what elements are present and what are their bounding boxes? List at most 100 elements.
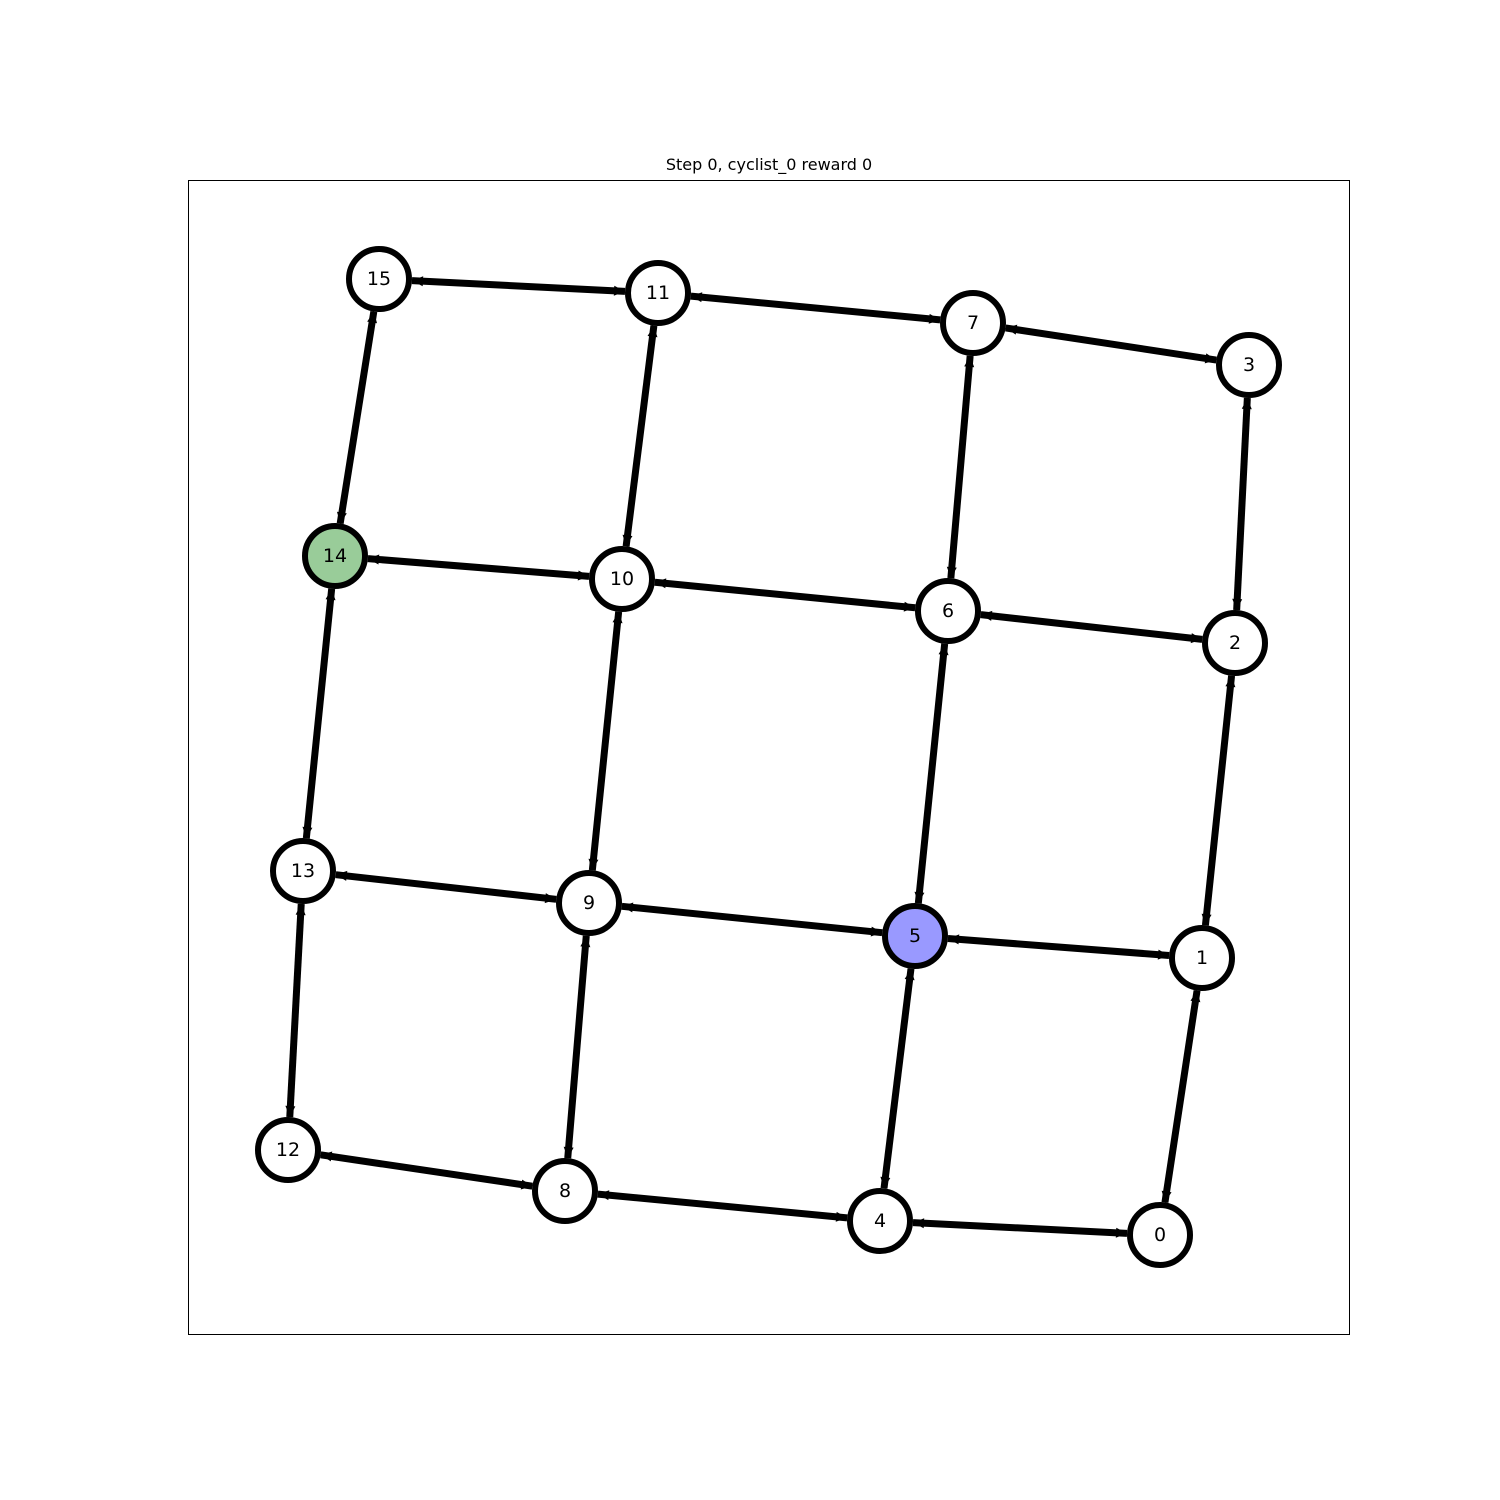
arrowhead-to-3: [1204, 353, 1217, 364]
arrowhead-to-15: [367, 311, 378, 324]
arrowhead-to-1: [1157, 949, 1170, 960]
arrowhead-to-12: [320, 1151, 333, 1162]
arrowhead-to-0: [1115, 1227, 1128, 1238]
edge-1-0: [1161, 990, 1201, 1203]
agent-node-5: 5: [882, 903, 948, 969]
node-label-3: 3: [1243, 354, 1255, 376]
edge-line-11-10: [622, 325, 658, 547]
edge-15-11: [411, 276, 626, 296]
arrowhead-to-11: [613, 285, 626, 296]
edge-line-9-8: [564, 935, 590, 1159]
node-12: 12: [255, 1117, 321, 1183]
arrowhead-to-4: [912, 1218, 925, 1229]
arrowhead-to-2: [1225, 675, 1236, 688]
edge-13-9: [335, 870, 557, 904]
arrowhead-to-6: [980, 610, 993, 621]
node-8: 8: [532, 1158, 598, 1224]
arrowhead-to-14: [325, 588, 336, 601]
node-2: 2: [1202, 610, 1268, 676]
node-circle-1: [1169, 925, 1235, 991]
node-3: 3: [1216, 332, 1282, 398]
edge-8-4: [597, 1190, 848, 1222]
edge-line-6-2: [980, 611, 1203, 643]
arrowhead-to-5: [947, 934, 960, 945]
edge-line-13-12: [286, 903, 305, 1118]
edge-6-2: [980, 610, 1203, 644]
plot-frame: [188, 180, 1350, 1335]
edge-line-10-6: [654, 578, 916, 612]
edges-layer: [285, 276, 1252, 1238]
edge-6-5: [914, 643, 949, 904]
edge-line-15-14: [336, 311, 378, 524]
node-label-15: 15: [367, 268, 391, 290]
node-label-0: 0: [1154, 1224, 1166, 1246]
arrowhead-to-9: [588, 858, 599, 871]
node-circle-9: [556, 870, 622, 936]
edge-line-10-9: [588, 611, 623, 871]
diagram-title: Step 0, cyclist_0 reward 0: [665, 155, 873, 174]
edge-5-4: [880, 968, 915, 1189]
node-6: 6: [915, 578, 981, 644]
arrowhead-to-10: [577, 570, 590, 581]
node-label-8: 8: [559, 1180, 571, 1202]
node-4: 4: [847, 1188, 913, 1254]
edge-10-9: [588, 611, 623, 871]
node-circle-0: [1127, 1202, 1193, 1268]
arrowhead-to-6: [938, 643, 949, 656]
arrowhead-to-10: [622, 534, 633, 547]
node-label-5: 5: [909, 925, 921, 947]
arrowhead-to-7: [928, 313, 941, 324]
node-7: 7: [940, 290, 1006, 356]
node-label-12: 12: [276, 1139, 300, 1161]
edge-line-11-7: [690, 292, 941, 324]
arrowhead-to-3: [1241, 397, 1252, 410]
node-circle-12: [255, 1117, 321, 1183]
edge-10-6: [654, 578, 916, 612]
edge-12-8: [320, 1151, 533, 1190]
edge-line-7-3: [1005, 324, 1217, 364]
node-0: 0: [1127, 1202, 1193, 1268]
node-circle-10: [589, 546, 655, 612]
arrowhead-to-13: [335, 870, 348, 881]
node-label-11: 11: [646, 282, 670, 304]
arrowhead-to-10: [654, 578, 667, 589]
node-11: 11: [625, 260, 691, 326]
edge-7-6: [946, 355, 975, 579]
arrowhead-to-12: [285, 1105, 296, 1118]
arrowhead-to-10: [612, 611, 623, 624]
arrowhead-to-4: [880, 1176, 891, 1189]
edge-line-8-4: [597, 1190, 848, 1222]
arrowhead-to-7: [1005, 324, 1018, 335]
arrowhead-to-4: [835, 1211, 848, 1222]
node-label-10: 10: [610, 568, 634, 590]
edge-line-3-2: [1233, 397, 1251, 611]
edge-line-4-0: [912, 1219, 1128, 1237]
arrowhead-to-9: [621, 902, 634, 913]
goal-node-14: 14: [302, 523, 368, 589]
node-circle-8: [532, 1158, 598, 1224]
edge-line-14-10: [367, 555, 590, 580]
node-circle-11: [625, 260, 691, 326]
node-label-14: 14: [323, 545, 347, 567]
edge-14-10: [367, 554, 590, 581]
edge-line-1-0: [1161, 990, 1201, 1203]
arrowhead-to-2: [1232, 598, 1243, 611]
edge-line-5-4: [880, 968, 915, 1189]
node-circle-3: [1216, 332, 1282, 398]
edge-14-13: [302, 588, 336, 839]
node-circle-6: [915, 578, 981, 644]
arrowhead-to-13: [302, 826, 313, 839]
node-1: 1: [1169, 925, 1235, 991]
node-10: 10: [589, 546, 655, 612]
node-label-9: 9: [583, 892, 595, 914]
arrowhead-to-8: [520, 1179, 533, 1190]
arrowhead-to-5: [870, 926, 883, 937]
arrowhead-to-11: [647, 325, 658, 338]
node-circle-15: [346, 246, 412, 312]
edge-11-10: [622, 325, 658, 547]
node-label-13: 13: [291, 860, 315, 882]
node-circle-4: [847, 1188, 913, 1254]
edge-11-7: [690, 292, 941, 324]
